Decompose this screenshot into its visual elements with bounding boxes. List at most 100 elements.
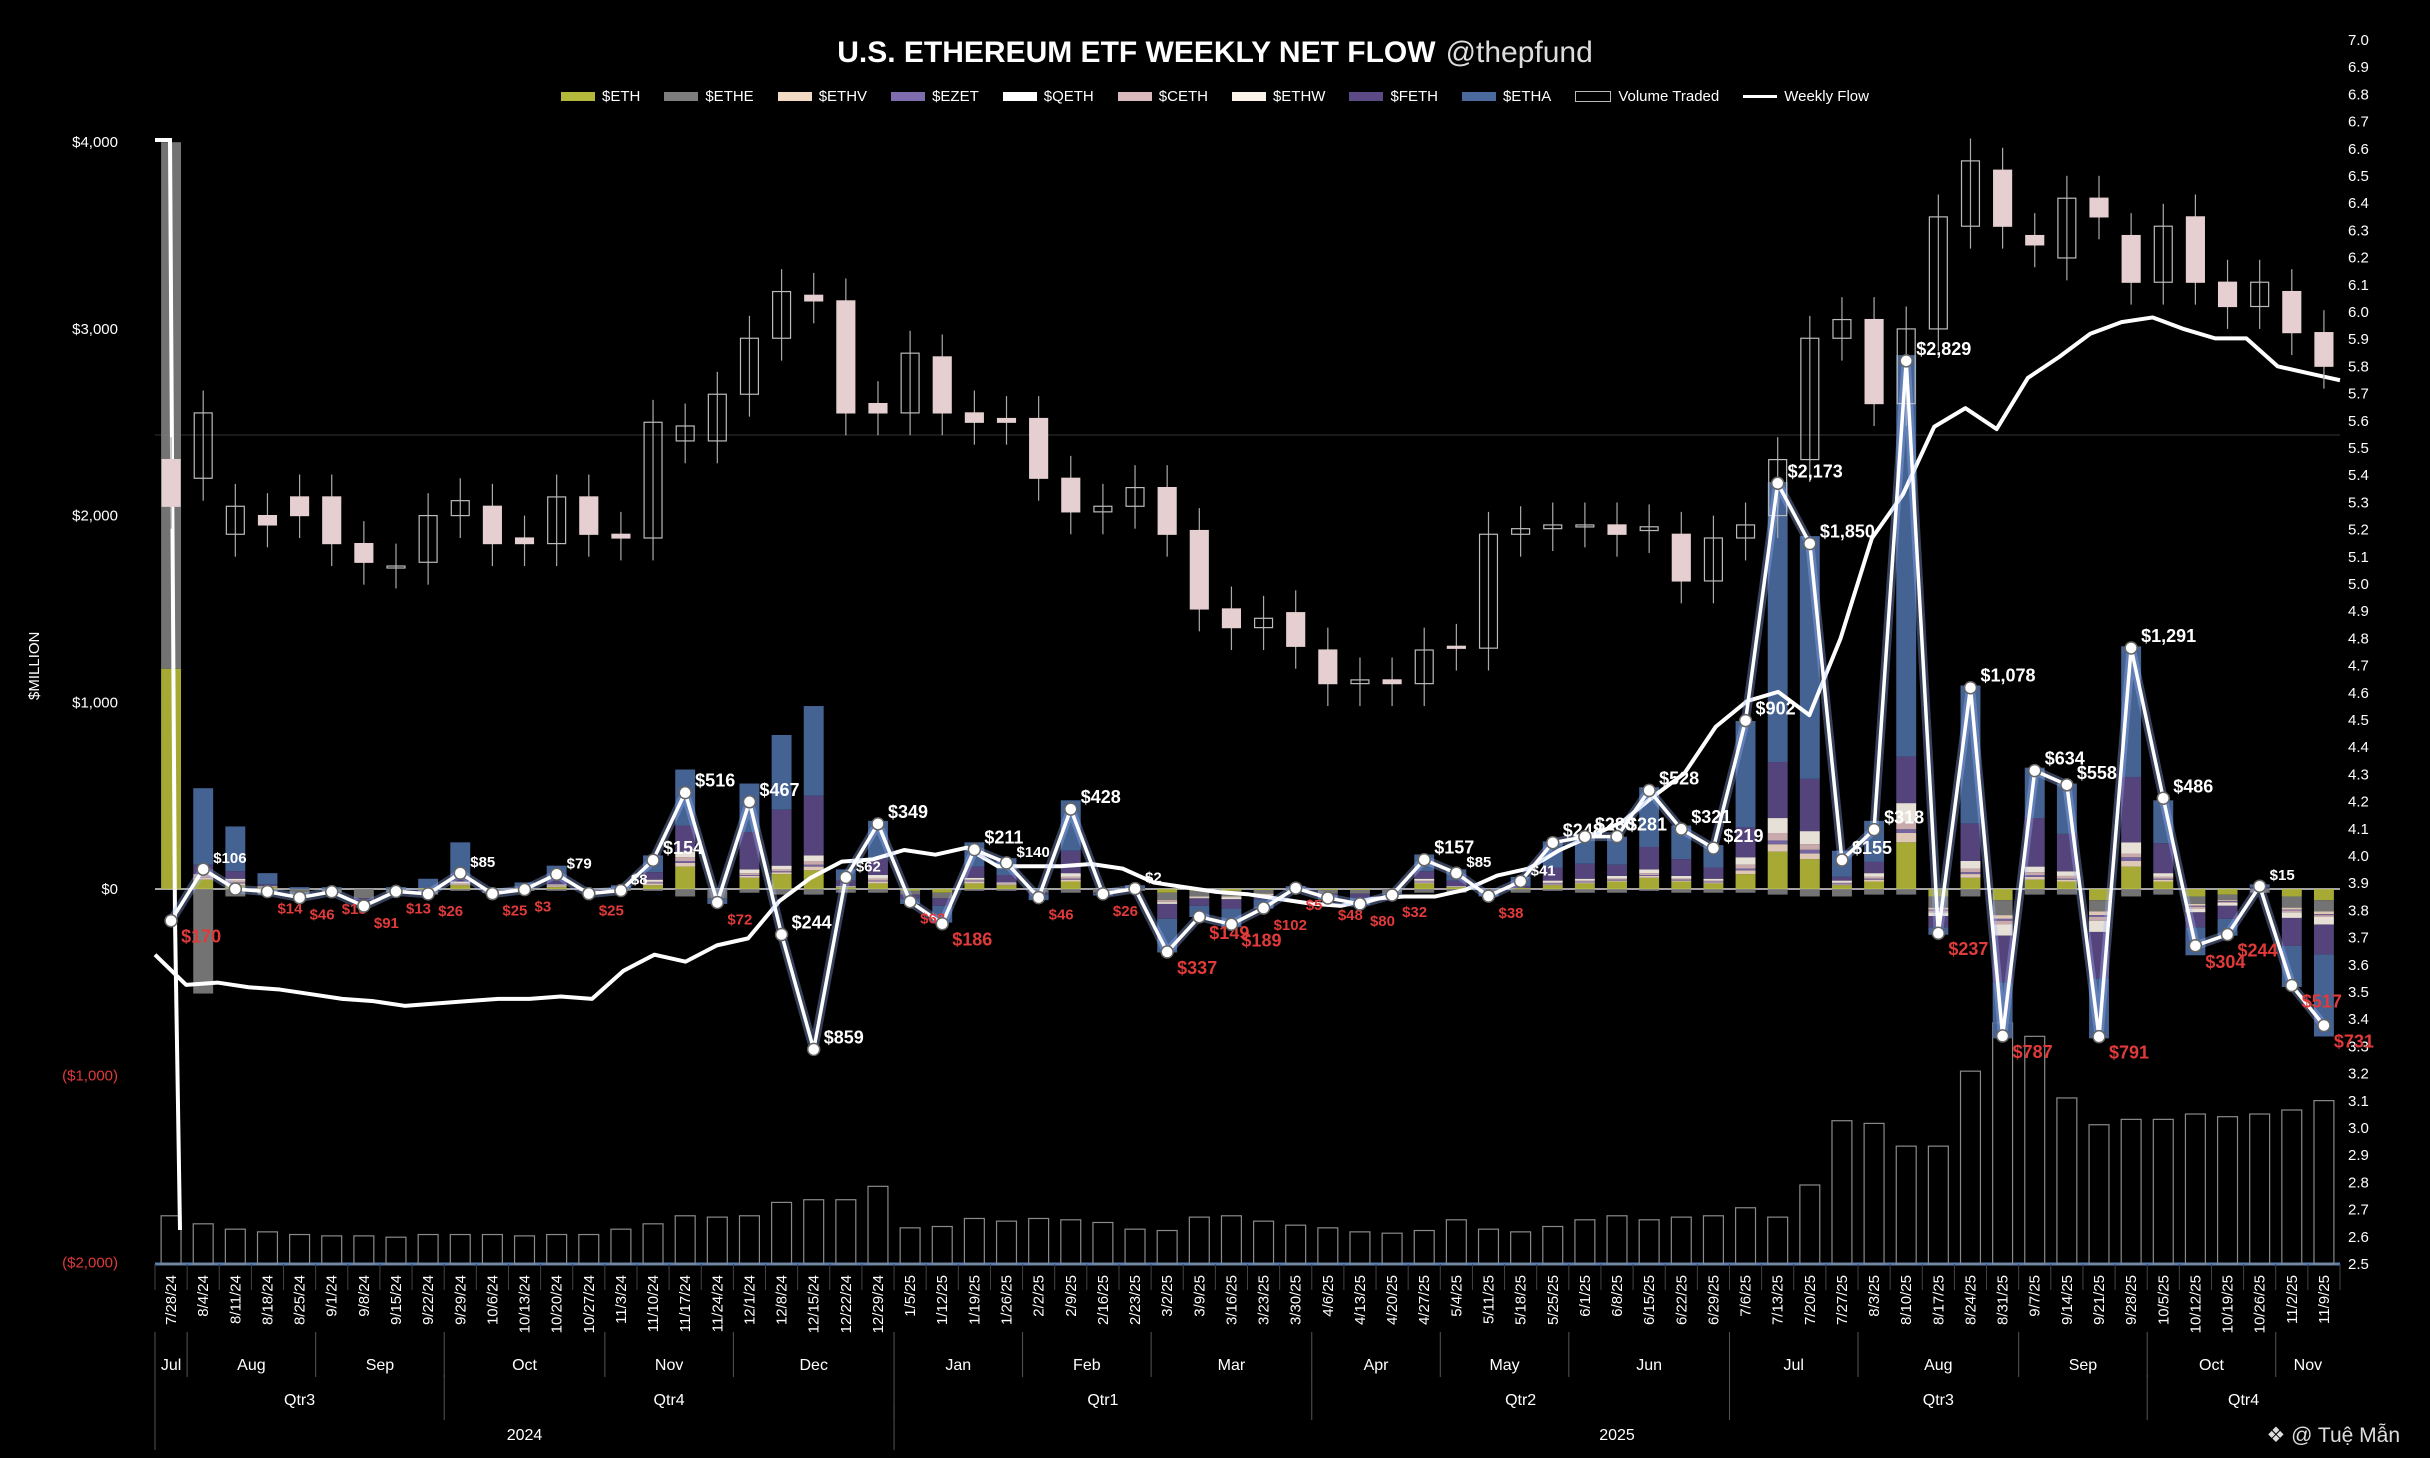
fund-bar-eth xyxy=(1574,883,1595,889)
fund-bar-ethw xyxy=(1157,902,1178,904)
flow-data-label: $140 xyxy=(1017,844,1050,861)
fund-bar-ethw xyxy=(964,877,985,880)
flow-point xyxy=(614,883,628,898)
legend-label: $FETH xyxy=(1390,88,1438,105)
fund-bar-ethv xyxy=(1574,882,1595,884)
candle-body xyxy=(418,514,438,563)
candle-body xyxy=(675,425,695,442)
fund-bar-ethe xyxy=(2217,894,2238,901)
month-label: Apr xyxy=(1364,1357,1390,1374)
fund-bar-ceth xyxy=(1896,821,1917,830)
fund-bar-etha xyxy=(2153,800,2174,844)
flow-data-label: $902 xyxy=(1756,699,1796,719)
volume-bar xyxy=(1381,1232,1403,1265)
flow-point xyxy=(1899,354,1913,368)
flow-data-label: $41 xyxy=(1531,862,1556,879)
flow-data-label: $304 xyxy=(2205,952,2245,972)
fund-bar-ethv xyxy=(1414,882,1435,884)
fund-bar-ethv xyxy=(546,886,567,888)
flow-point xyxy=(2156,791,2171,806)
flow-point xyxy=(678,785,692,800)
fund-bar-ethe xyxy=(771,889,792,895)
candle-body xyxy=(996,417,1017,423)
fund-bar-ethe xyxy=(1864,889,1885,895)
fund-bar-ceth xyxy=(2089,917,2109,921)
legend-swatch xyxy=(777,92,812,101)
flow-data-label: $170 xyxy=(181,927,221,947)
fund-bar-ezet xyxy=(2056,878,2077,880)
candle-body xyxy=(482,505,502,545)
candle-body xyxy=(1639,526,1659,532)
candle-body xyxy=(1446,645,1466,649)
fund-bar-ethw xyxy=(2024,866,2045,873)
fund-bar-ethe xyxy=(868,889,888,893)
right-tick-label: 4.8 xyxy=(2348,630,2369,647)
fund-bar-ceth xyxy=(1157,901,1178,903)
flow-point xyxy=(774,927,789,942)
fund-bar-eth xyxy=(450,885,471,889)
fund-bar-ethw xyxy=(2185,908,2206,913)
legend-label: $ETHW xyxy=(1272,88,1326,105)
flow-point xyxy=(1321,891,1335,905)
fund-bar-feth xyxy=(1221,899,1242,909)
right-tick-label: 5.2 xyxy=(2348,522,2369,539)
fund-bar-feth xyxy=(1864,861,1885,874)
fund-bar-feth xyxy=(1735,827,1756,858)
month-label: Aug xyxy=(1924,1357,1952,1374)
month-label: May xyxy=(1489,1357,1519,1374)
volume-bar xyxy=(353,1235,375,1265)
flow-data-label: $25 xyxy=(599,903,624,920)
x-tick-label: 9/7/25 xyxy=(2027,1275,2044,1317)
legend-item: $QETH xyxy=(1002,88,1094,105)
volume-bar xyxy=(2281,1109,2303,1265)
fund-bar-ceth xyxy=(996,883,1017,885)
candle-body xyxy=(2282,290,2302,334)
volume-bar xyxy=(1477,1228,1500,1265)
candle-body xyxy=(1543,524,1563,530)
fund-bar-etha xyxy=(2313,954,2334,1037)
candle-body xyxy=(1189,529,1209,610)
x-tick-label: 12/22/24 xyxy=(838,1275,855,1333)
fund-bar-ethw xyxy=(1960,860,1981,869)
flow-data-label: $38 xyxy=(1498,905,1523,922)
flow-point xyxy=(1353,897,1367,911)
fund-bar-ethv xyxy=(1896,832,1917,843)
right-tick-label: 6.0 xyxy=(2348,304,2369,321)
fund-bar-eth xyxy=(964,883,985,889)
fund-bar-ezet xyxy=(771,871,792,873)
x-tick-label: 11/9/25 xyxy=(2316,1275,2333,1324)
fund-bar-ethe xyxy=(2153,889,2174,895)
flow-point xyxy=(1578,829,1592,844)
legend-swatch xyxy=(1575,91,1612,102)
fund-bar-ethw xyxy=(546,884,567,886)
x-tick-label: 11/17/24 xyxy=(677,1275,694,1332)
right-tick-label: 6.8 xyxy=(2348,86,2369,103)
fund-bar-ethe xyxy=(1607,889,1627,893)
legend-label: Volume Traded xyxy=(1618,88,1720,105)
flow-point xyxy=(1931,926,1946,940)
fund-bar-ethe xyxy=(707,889,728,899)
x-tick-label: 12/15/24 xyxy=(806,1275,823,1333)
legend-item: $ETHV xyxy=(777,88,867,105)
fund-bar-eth xyxy=(1864,881,1885,889)
candle-body xyxy=(1671,533,1691,582)
flow-data-label: $46 xyxy=(310,907,335,924)
legend-swatch xyxy=(1002,92,1037,101)
volume-bar xyxy=(1574,1219,1596,1265)
y-tick-label: $0 xyxy=(101,881,118,898)
candle-body xyxy=(2025,234,2045,246)
month-label: Nov xyxy=(655,1357,683,1374)
fund-bar-ceth xyxy=(2217,902,2238,904)
y-tick-label: $4,000 xyxy=(72,134,118,151)
fund-bar-ethw xyxy=(675,851,696,858)
x-tick-label: 9/22/24 xyxy=(420,1275,437,1325)
volume-bar xyxy=(1028,1217,1050,1265)
legend-swatch xyxy=(1743,95,1778,98)
fund-bar-ceth xyxy=(2185,906,2206,909)
fund-bar-eth xyxy=(1799,859,1820,889)
fund-bar-feth xyxy=(546,880,567,885)
flow-data-label: $189 xyxy=(1241,930,1281,950)
fund-bar-ethe xyxy=(2281,896,2302,908)
candle-body xyxy=(1029,417,1049,479)
fund-bar-feth xyxy=(996,874,1017,883)
